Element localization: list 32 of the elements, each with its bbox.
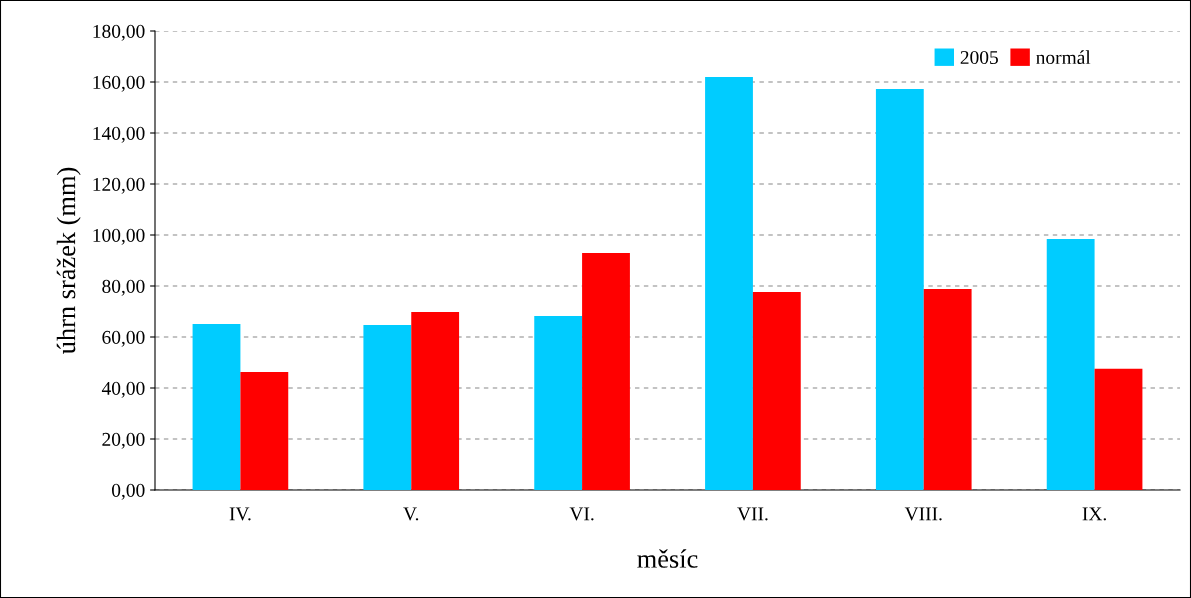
bar (1094, 368, 1143, 490)
bar (363, 325, 412, 490)
y-tick-label: 160,00 (93, 75, 145, 92)
bar (1046, 239, 1095, 490)
bar (240, 371, 289, 490)
y-axis-title: úhrn srážek (mm) (56, 167, 81, 354)
x-tick-label: V. (403, 507, 419, 521)
y-tick-label: 20,00 (102, 432, 145, 449)
x-tick-label: VIII. (904, 507, 942, 521)
x-tick-label: IX. (1082, 507, 1106, 521)
bar (192, 324, 241, 490)
x-tick-label: IV. (229, 507, 251, 521)
legend-label: 2005 (960, 50, 998, 65)
y-tick-label: 140,00 (93, 126, 145, 143)
y-tick-label: 100,00 (93, 228, 145, 245)
y-tick-label: 0,00 (111, 483, 145, 500)
bar (534, 316, 583, 490)
x-tick-label: VI. (569, 507, 594, 521)
bar (582, 253, 630, 490)
x-axis-title: měsíc (637, 549, 698, 568)
bar (705, 76, 753, 490)
legend-label: normál (1036, 50, 1091, 65)
bar (411, 312, 460, 490)
bar (752, 292, 801, 490)
y-tick-label: 120,00 (93, 177, 145, 194)
y-tick-label: 40,00 (101, 381, 145, 398)
bar (923, 289, 972, 490)
y-tick-label: 60,00 (102, 330, 145, 347)
bar (875, 88, 924, 490)
x-tick-label: VII. (737, 507, 768, 521)
y-tick-label: 80,00 (102, 279, 145, 296)
y-tick-label: 180,00 (93, 24, 145, 41)
